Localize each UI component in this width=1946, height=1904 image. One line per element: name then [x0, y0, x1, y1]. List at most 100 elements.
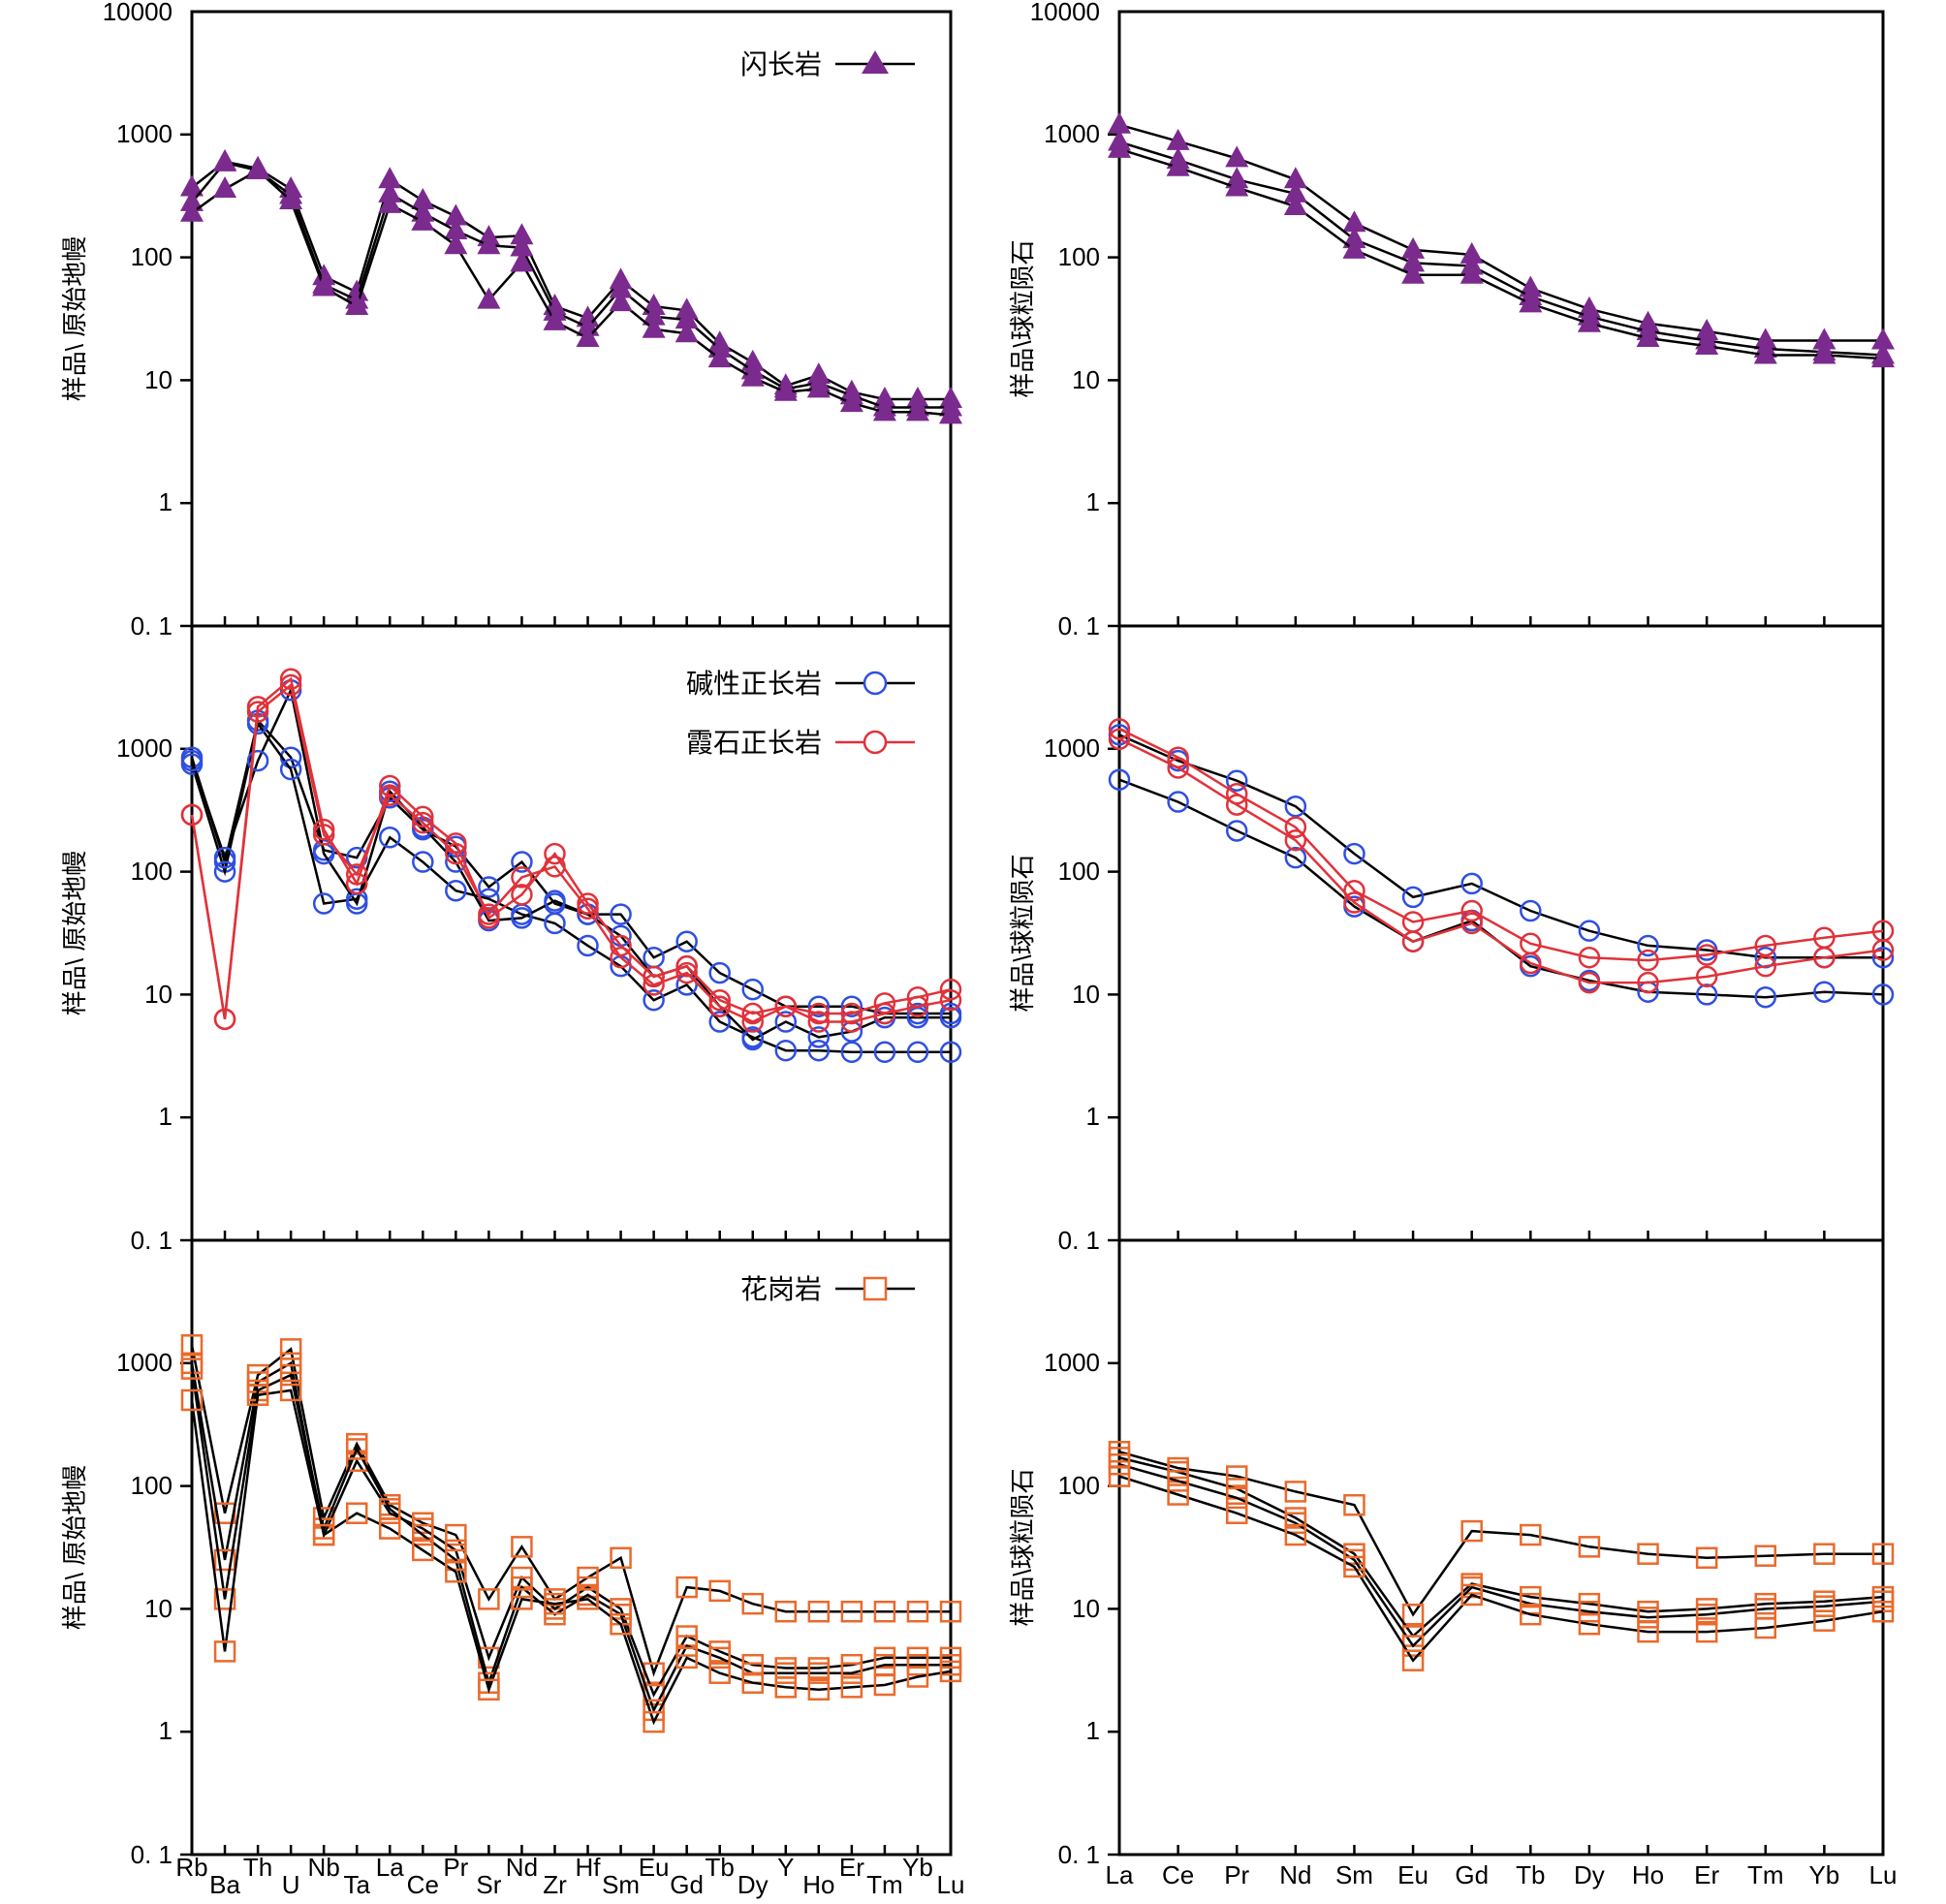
legend-label-nepheline-syenite: 霞石正长岩 — [686, 728, 822, 758]
data-point-square — [213, 1588, 236, 1610]
data-point-triangle — [1283, 180, 1307, 203]
data-point-circle-nepheline — [412, 805, 434, 828]
data-point-square — [279, 1352, 302, 1375]
data-point-square — [708, 1662, 731, 1684]
x-tick-label: Yb — [902, 1853, 933, 1882]
data-point-circle-alkali — [577, 934, 599, 957]
data-point-square — [1637, 1607, 1659, 1629]
x-tick-label: Pr — [1224, 1860, 1249, 1889]
y-axis-label: 样品\球粒陨石 — [1008, 854, 1037, 1012]
data-point-circle-alkali — [774, 1039, 798, 1062]
panel-frame — [1117, 1238, 1885, 1857]
data-point-square — [511, 1536, 533, 1558]
series-line-diorite — [1118, 123, 1883, 342]
y-tick-label: 1 — [1086, 1102, 1100, 1131]
legend-label-granite: 花岗岩 — [740, 1274, 822, 1304]
data-point-circle-nepheline — [213, 1008, 236, 1031]
data-point-square — [774, 1662, 798, 1684]
data-point-square — [741, 1592, 764, 1615]
y-tick-label: 1000 — [1044, 119, 1100, 148]
data-point-circle-nepheline — [1284, 828, 1307, 852]
legend-label-alkali-syenite: 碱性正长岩 — [686, 669, 822, 699]
data-point-triangle — [246, 157, 270, 179]
data-point-triangle — [939, 402, 962, 424]
x-tick-label: Eu — [1397, 1860, 1428, 1889]
series-layer — [180, 148, 962, 424]
data-point-square — [708, 1579, 731, 1603]
series-layer — [1108, 718, 1895, 1009]
data-point-circle-nepheline — [1695, 944, 1718, 966]
data-point-triangle — [1225, 145, 1249, 168]
data-point-circle-nepheline — [279, 673, 302, 697]
x-tick-label: Er — [839, 1853, 864, 1882]
data-point-triangle — [675, 307, 699, 329]
panel-frame — [1117, 10, 1885, 628]
data-point-square — [213, 1548, 236, 1572]
data-point-triangle — [1812, 342, 1836, 364]
data-point-square — [544, 1592, 566, 1615]
y-tick-label: 1000 — [116, 1348, 173, 1377]
data-point-square — [577, 1588, 599, 1610]
data-point-circle-nepheline — [1637, 949, 1659, 972]
data-point-triangle — [1753, 342, 1777, 364]
data-point-circle-nepheline — [939, 988, 962, 1012]
data-point-square — [807, 1600, 831, 1623]
y-axis-label: 样品\ 原始地幔 — [60, 851, 89, 1015]
x-tick-label: Hf — [576, 1853, 602, 1882]
y-axis-label: 样品\球粒陨石 — [1008, 1468, 1037, 1626]
x-tick-label: Lu — [937, 1870, 965, 1899]
series-line-diorite — [191, 161, 951, 409]
data-point-circle-alkali — [939, 1041, 962, 1064]
data-point-triangle — [543, 308, 567, 330]
data-point-circle-alkali — [412, 851, 434, 873]
data-point-square — [1460, 1583, 1483, 1607]
data-point-circle-alkali — [1343, 842, 1365, 865]
data-point-square — [1520, 1523, 1542, 1546]
data-point-square — [1284, 1481, 1307, 1503]
data-point-triangle — [1225, 174, 1249, 197]
data-point-triangle — [213, 176, 237, 199]
series-line-diorite — [191, 160, 951, 401]
data-point-circle-alkali — [807, 1039, 831, 1062]
y-tick-label: 1 — [159, 487, 173, 516]
data-point-square — [511, 1588, 533, 1610]
y-tick-label: 0. 1 — [1058, 1840, 1100, 1869]
data-point-circle-alkali — [478, 876, 500, 898]
data-point-circle-alkali — [1754, 985, 1777, 1009]
data-point-circle-nepheline — [675, 954, 698, 978]
data-point-triangle — [411, 208, 435, 231]
data-point-triangle — [1283, 193, 1307, 215]
data-point-circle-nepheline — [511, 884, 533, 906]
data-point-square — [1225, 1486, 1248, 1510]
y-tick-label: 0. 1 — [131, 1226, 173, 1255]
data-point-circle-alkali — [1813, 981, 1836, 1003]
series-layer — [180, 668, 962, 1064]
data-point-circle-nepheline — [345, 863, 368, 886]
legend-label-diorite: 闪长岩 — [740, 49, 822, 79]
data-point-square — [1813, 1609, 1836, 1632]
data-point-circle-nepheline — [807, 1002, 831, 1025]
y-axis-ticks — [1108, 747, 1885, 1242]
y-tick-label: 10 — [144, 980, 173, 1009]
data-point-circle-nepheline — [445, 842, 467, 865]
y-tick-label: 10 — [144, 1594, 173, 1623]
y-tick-label: 10000 — [103, 0, 173, 26]
data-point-circle-nepheline — [577, 892, 599, 915]
x-tick-label: Sm — [602, 1870, 640, 1899]
y-tick-label: 1000 — [116, 734, 173, 763]
data-point-square — [1695, 1620, 1718, 1643]
data-point-triangle — [411, 187, 435, 209]
x-tick-label: Eu — [639, 1853, 670, 1882]
data-point-square — [708, 1646, 731, 1670]
data-point-circle-alkali — [807, 995, 831, 1017]
data-point-circle-nepheline — [312, 818, 335, 841]
x-tick-label: Ba — [209, 1870, 240, 1899]
series-line-alkali — [190, 720, 951, 1054]
data-point-circle-nepheline — [1401, 930, 1425, 952]
series-line-diorite — [1118, 140, 1884, 357]
x-tick-label: Zr — [543, 1870, 567, 1899]
data-point-circle-nepheline — [1284, 816, 1307, 838]
x-tick-label: Lu — [1869, 1860, 1898, 1889]
data-point-square — [1167, 1470, 1189, 1492]
data-point-triangle — [477, 287, 501, 309]
